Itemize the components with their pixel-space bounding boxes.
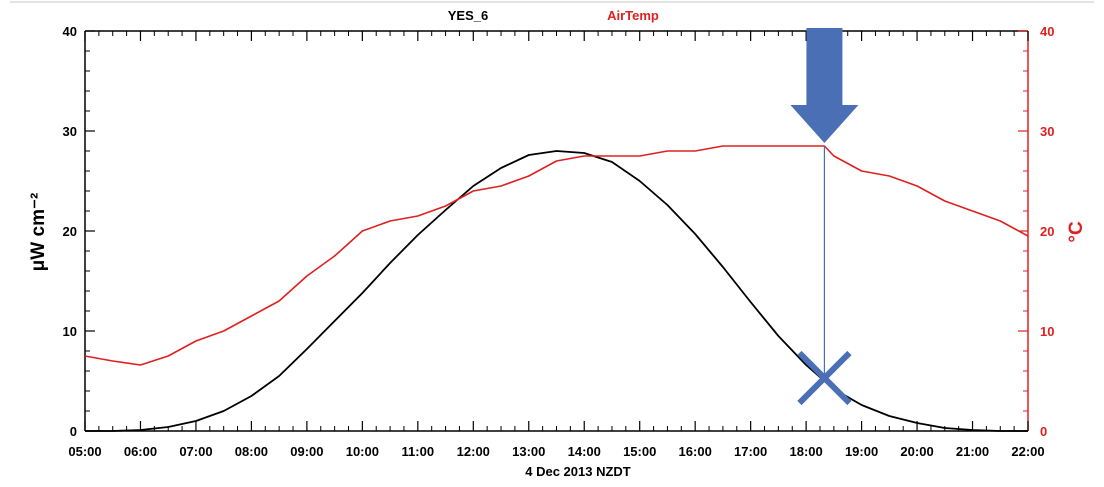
y-left-tick-label: 40: [63, 24, 77, 39]
x-tick-label: 09:00: [290, 444, 323, 459]
y-left-tick-label: 30: [63, 124, 77, 139]
y-right-tick-label: 10: [1040, 324, 1054, 339]
y-right-tick-label: 20: [1040, 224, 1054, 239]
x-tick-label: 11:00: [402, 444, 435, 459]
series-line-yes-6: [85, 150, 1028, 432]
x-tick-label: 14:00: [568, 444, 601, 459]
annotations: [790, 28, 859, 406]
y-right-tick-label: 40: [1040, 24, 1054, 39]
y-left-tick-label: 20: [63, 224, 77, 239]
x-tick-label: 13:00: [512, 444, 545, 459]
y-axis-left-label: μW cm⁻²: [28, 193, 49, 272]
x-tick-label: 05:00: [68, 444, 101, 459]
series-line-airtemp: [84, 145, 1029, 366]
x-tick-label: 22:00: [1011, 444, 1044, 459]
ticks: 0 10 20 30 40 0 10 20 30 40 05:00 06:00 07:00 08:00 09…: [63, 24, 1055, 459]
annotation-cross-stroke: [797, 350, 852, 406]
x-tick-label: 06:00: [124, 444, 157, 459]
x-tick-label: 07:00: [179, 444, 212, 459]
y-left-tick-label: 10: [63, 324, 77, 339]
x-tick-label: 17:00: [734, 444, 767, 459]
y-right-tick-label: 30: [1040, 124, 1054, 139]
axes: [84, 30, 1029, 432]
x-tick-label: 08:00: [235, 444, 268, 459]
x-axis-label: 4 Dec 2013 NZDT: [525, 464, 631, 479]
annotation-down-arrow: [790, 28, 859, 143]
x-tick-label: 19:00: [845, 444, 878, 459]
x-tick-label: 15:00: [623, 444, 656, 459]
x-tick-label: 16:00: [679, 444, 712, 459]
x-tick-label: 18:00: [789, 444, 822, 459]
y-right-tick-label: 0: [1040, 424, 1047, 439]
series-lines: [84, 145, 1029, 432]
x-tick-label: 12:00: [457, 444, 490, 459]
legend-yes6: YES_6: [448, 8, 488, 23]
x-tick-label: 10:00: [346, 444, 379, 459]
y-axis-right-label: °C: [1066, 221, 1087, 243]
x-tick-label: 20:00: [900, 444, 933, 459]
x-tick-label: 21:00: [956, 444, 989, 459]
legend-airtemp: AirTemp: [607, 8, 659, 23]
y-left-tick-label: 0: [70, 424, 77, 439]
